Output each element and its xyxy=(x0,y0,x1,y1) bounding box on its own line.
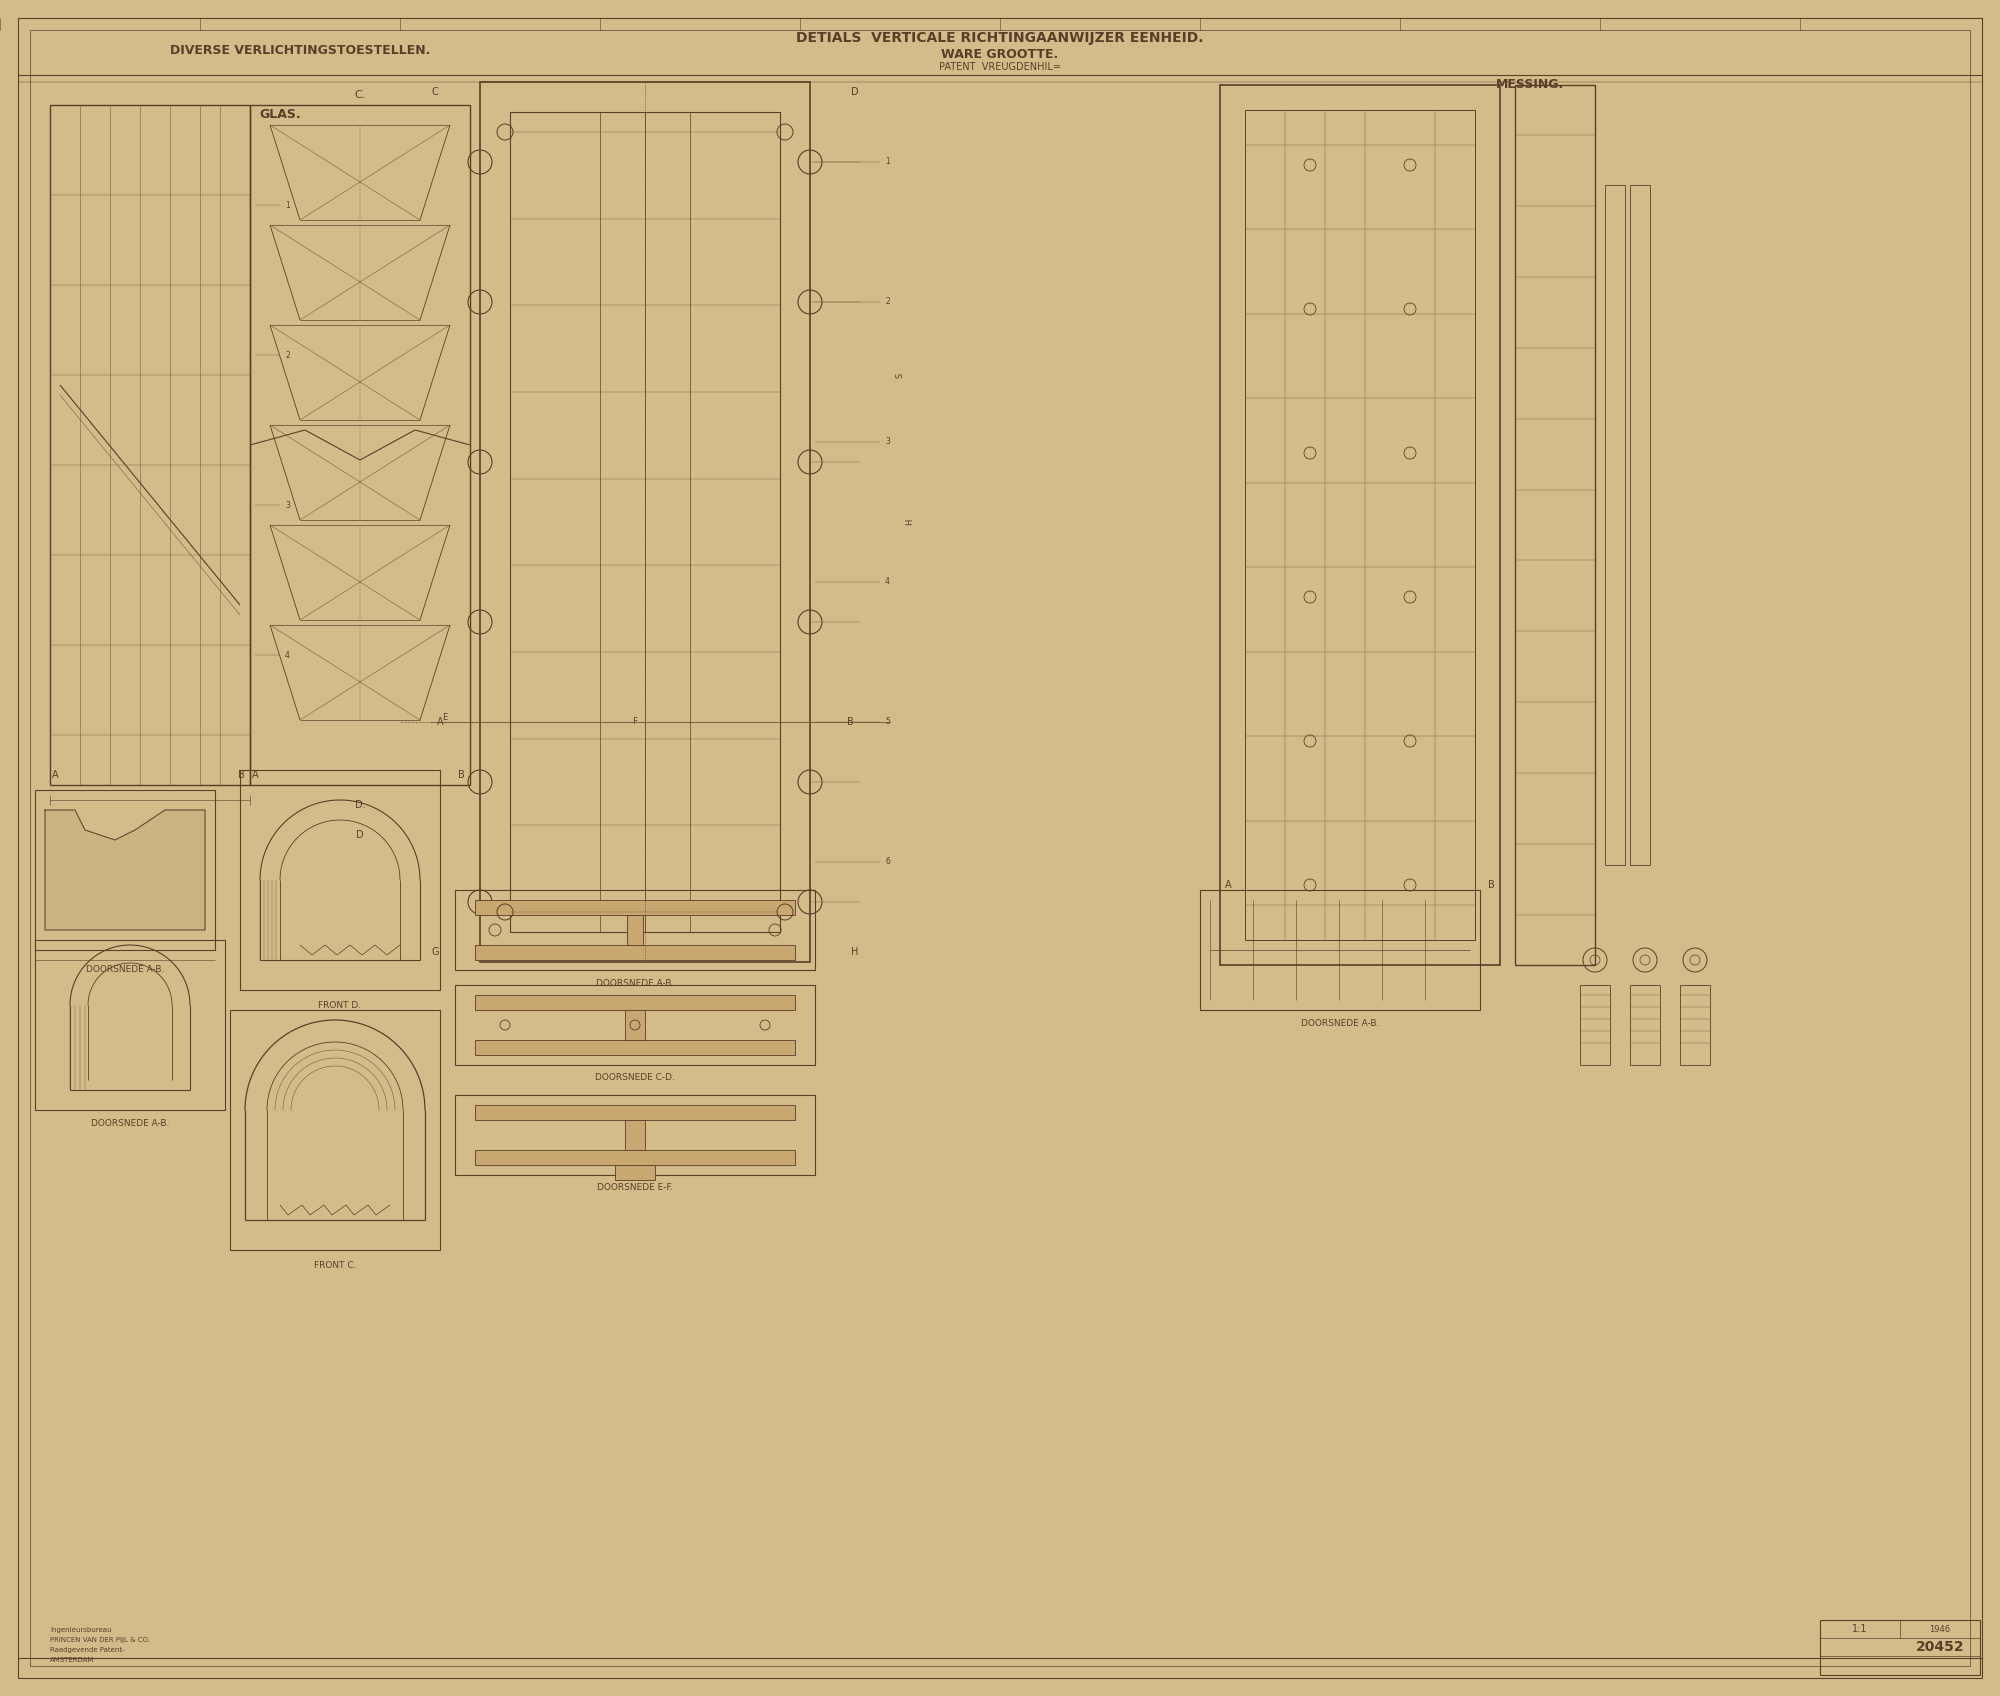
Text: 1: 1 xyxy=(286,200,290,210)
Bar xyxy=(476,1040,796,1055)
Bar xyxy=(1580,985,1610,1065)
Text: A: A xyxy=(252,770,258,780)
Text: S: S xyxy=(896,373,904,378)
Bar xyxy=(1200,890,1480,1011)
Text: DETIALS  VERTICALE RICHTINGAANWIJZER EENHEID.: DETIALS VERTICALE RICHTINGAANWIJZER EENH… xyxy=(796,31,1204,46)
Text: A: A xyxy=(1224,880,1232,890)
Bar xyxy=(1516,85,1596,965)
Bar xyxy=(476,1106,796,1119)
Text: DOORSNEDE E-F.: DOORSNEDE E-F. xyxy=(596,1184,672,1192)
Polygon shape xyxy=(44,811,206,929)
Text: A: A xyxy=(52,770,58,780)
Bar xyxy=(36,940,224,1109)
Text: Raadgevende Patent-: Raadgevende Patent- xyxy=(50,1647,124,1654)
Text: 1946: 1946 xyxy=(1930,1625,1950,1633)
Text: AMSTERDAM: AMSTERDAM xyxy=(50,1657,94,1664)
Bar xyxy=(1244,110,1476,940)
Bar xyxy=(476,901,796,916)
Bar xyxy=(456,985,816,1065)
Text: FRONT D.: FRONT D. xyxy=(318,1001,362,1009)
Bar xyxy=(624,1119,644,1150)
Text: MESSING.: MESSING. xyxy=(1496,78,1564,92)
Text: 4: 4 xyxy=(884,578,890,587)
Text: D: D xyxy=(852,86,858,97)
Text: 4: 4 xyxy=(286,651,290,660)
Bar xyxy=(230,1011,440,1250)
Bar xyxy=(1680,985,1710,1065)
Bar xyxy=(50,105,250,785)
Text: 3: 3 xyxy=(286,500,290,509)
Text: DIVERSE VERLICHTINGSTOESTELLEN.: DIVERSE VERLICHTINGSTOESTELLEN. xyxy=(170,44,430,56)
Text: DOORSNEDE A-B.: DOORSNEDE A-B. xyxy=(86,965,164,975)
Text: E: E xyxy=(442,712,448,721)
Bar xyxy=(36,790,216,950)
Bar xyxy=(456,890,816,970)
Text: 20452: 20452 xyxy=(1916,1640,1964,1654)
Bar xyxy=(1604,185,1624,865)
Text: 2: 2 xyxy=(884,297,890,307)
Bar xyxy=(600,112,644,933)
Text: G: G xyxy=(432,946,438,957)
Bar xyxy=(456,1096,816,1175)
Text: 1:1: 1:1 xyxy=(1852,1625,1868,1633)
Text: F: F xyxy=(632,717,638,726)
Bar xyxy=(250,105,470,785)
Bar xyxy=(1820,1620,1980,1676)
Bar xyxy=(476,945,796,960)
Bar xyxy=(476,1150,796,1165)
Text: DOORSNEDE A-B.: DOORSNEDE A-B. xyxy=(596,979,674,987)
Text: DOORSNEDE C-D.: DOORSNEDE C-D. xyxy=(596,1074,674,1082)
Bar xyxy=(644,112,690,933)
Text: GLAS.: GLAS. xyxy=(260,109,300,122)
Text: 2: 2 xyxy=(286,351,290,360)
Bar xyxy=(240,770,440,990)
Text: PRINCEN VAN DER PIJL & CO.: PRINCEN VAN DER PIJL & CO. xyxy=(50,1637,150,1643)
Text: 3: 3 xyxy=(884,438,890,446)
Text: Ingenieursbureau: Ingenieursbureau xyxy=(50,1626,112,1633)
Text: B: B xyxy=(1488,880,1496,890)
Text: C.: C. xyxy=(354,90,366,100)
Text: D: D xyxy=(356,829,364,840)
Text: B: B xyxy=(458,770,464,780)
Bar xyxy=(616,1165,656,1180)
Bar xyxy=(476,996,796,1011)
Text: WARE GROOTTE.: WARE GROOTTE. xyxy=(942,49,1058,61)
Text: FRONT C.: FRONT C. xyxy=(314,1260,356,1270)
Text: DOORSNEDE A-B.: DOORSNEDE A-B. xyxy=(90,1118,170,1128)
Text: 6: 6 xyxy=(884,858,890,867)
Text: DOORSNEDE A-B.: DOORSNEDE A-B. xyxy=(1300,1019,1380,1028)
Text: 5: 5 xyxy=(884,717,890,726)
Text: A: A xyxy=(436,717,444,728)
Text: B: B xyxy=(846,717,854,728)
Bar xyxy=(510,112,780,933)
Bar xyxy=(628,916,644,945)
Text: C: C xyxy=(432,86,438,97)
Bar xyxy=(624,1011,644,1040)
Text: H: H xyxy=(906,519,914,526)
Text: 1: 1 xyxy=(884,158,890,166)
Text: B: B xyxy=(238,770,244,780)
Bar xyxy=(1630,185,1650,865)
Bar xyxy=(1220,85,1500,965)
Bar xyxy=(480,81,810,962)
Bar xyxy=(1630,985,1660,1065)
Text: PATENT  VREUGDENHIL=: PATENT VREUGDENHIL= xyxy=(940,63,1060,71)
Text: H: H xyxy=(852,946,858,957)
Text: D.: D. xyxy=(354,801,366,811)
